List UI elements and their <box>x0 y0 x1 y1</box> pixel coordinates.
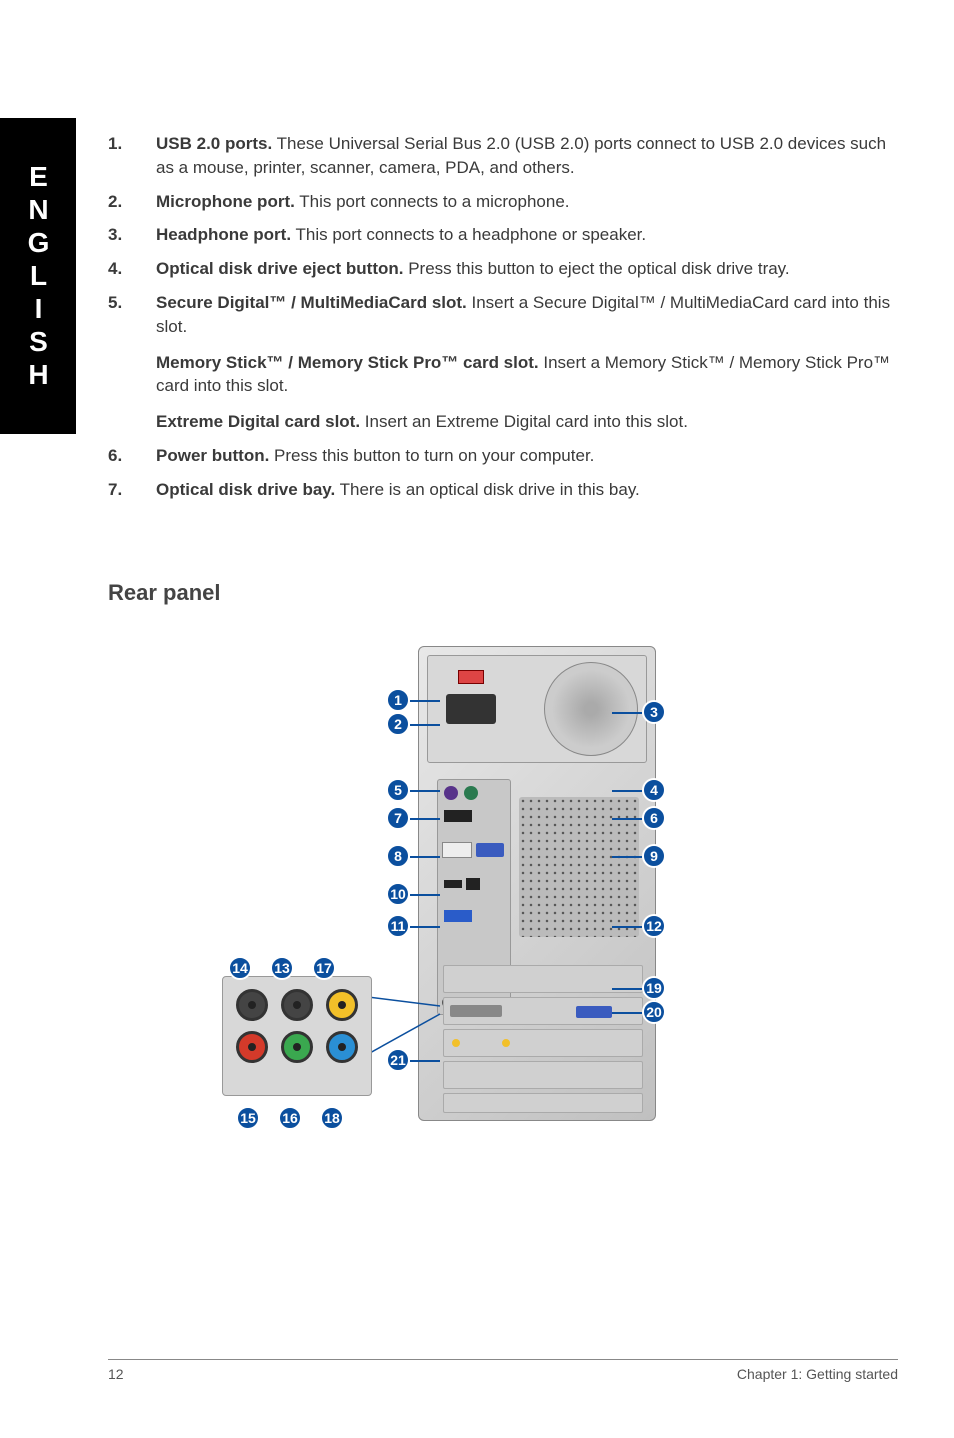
callout-7: 7 <box>386 806 410 830</box>
callout-19: 19 <box>642 976 666 1000</box>
list-item: 2. Microphone port. This port connects t… <box>108 190 898 214</box>
lead-line <box>612 1012 642 1014</box>
language-tab: ENGLISH <box>0 118 76 434</box>
rear-panel-heading: Rear panel <box>108 580 898 606</box>
callout-17: 17 <box>312 956 336 980</box>
lead-line <box>612 790 642 792</box>
rear-panel-diagram: 12 5 7 8 10 11 3 4 6 9 12 1920 14 13 17 15 16 18 21 <box>108 646 898 1186</box>
tower-chassis <box>418 646 656 1121</box>
callout-6: 6 <box>642 806 666 830</box>
lead-line <box>410 724 440 726</box>
callout-9: 9 <box>642 844 666 868</box>
callout-5: 5 <box>386 778 410 802</box>
page-footer: 12 Chapter 1: Getting started <box>108 1359 898 1382</box>
list-item: 5. Secure Digital™ / MultiMediaCard slot… <box>108 291 898 339</box>
expansion-slot-4 <box>443 1061 643 1089</box>
item-text: USB 2.0 ports. These Universal Serial Bu… <box>156 132 898 180</box>
dvi-port <box>442 842 472 858</box>
audio-jack-large <box>326 989 358 1021</box>
lead-line <box>410 1060 440 1062</box>
item-number: 2. <box>108 190 156 214</box>
lead-line <box>612 926 642 928</box>
voltage-switch <box>458 670 484 684</box>
callout-10: 10 <box>386 882 410 906</box>
dvi-card <box>450 1005 502 1017</box>
callout-21: 21 <box>386 1048 410 1072</box>
main-content: 1. USB 2.0 ports. These Universal Serial… <box>108 132 898 1186</box>
callout-13: 13 <box>270 956 294 980</box>
item-number: 1. <box>108 132 156 180</box>
expansion-slot-5 <box>443 1093 643 1113</box>
item-text: Optical disk drive bay. There is an opti… <box>156 478 898 502</box>
callout-18: 18 <box>320 1106 344 1130</box>
audio-in-icon <box>502 1039 510 1047</box>
audio-jack-large <box>236 989 268 1021</box>
list-item: 3. Headphone port. This port connects to… <box>108 223 898 247</box>
item-number: 6. <box>108 444 156 468</box>
audio-jack-large <box>236 1031 268 1063</box>
lead-line <box>612 856 642 858</box>
lan-port <box>466 878 480 890</box>
list-item: 7. Optical disk drive bay. There is an o… <box>108 478 898 502</box>
item-text: Power button. Press this button to turn … <box>156 444 898 468</box>
item-text: Microphone port. This port connects to a… <box>156 190 898 214</box>
ps2-mouse <box>464 786 478 800</box>
item-text: Secure Digital™ / MultiMediaCard slot. I… <box>156 291 898 339</box>
item-number: 4. <box>108 257 156 281</box>
callout-4: 4 <box>642 778 666 802</box>
lead-line <box>410 926 440 928</box>
callout-1: 1 <box>386 688 410 712</box>
callout-15: 15 <box>236 1106 260 1130</box>
item-number: 5. <box>108 291 156 339</box>
audio-jack-large <box>326 1031 358 1063</box>
audio-jack-large <box>281 1031 313 1063</box>
callout-12: 12 <box>642 914 666 938</box>
callout-14: 14 <box>228 956 252 980</box>
callout-11: 11 <box>386 914 410 938</box>
usb3-ports <box>444 910 472 922</box>
audio-out-icon <box>452 1039 460 1047</box>
lead-line <box>612 818 642 820</box>
lead-line <box>612 712 642 714</box>
hdmi-port <box>444 880 462 888</box>
callout-8: 8 <box>386 844 410 868</box>
vga-card <box>576 1006 612 1018</box>
lead-line <box>410 790 440 792</box>
usb2-ports <box>444 810 472 822</box>
psu <box>427 655 647 763</box>
expansion-slot-3 <box>443 1029 643 1057</box>
callout-2: 2 <box>386 712 410 736</box>
list-item: 6. Power button. Press this button to tu… <box>108 444 898 468</box>
vga-port <box>476 843 504 857</box>
audio-jack-large <box>281 989 313 1021</box>
list-item: 1. USB 2.0 ports. These Universal Serial… <box>108 132 898 180</box>
callout-16: 16 <box>278 1106 302 1130</box>
lead-line <box>410 818 440 820</box>
graphics-card-slot <box>443 997 643 1025</box>
language-label: ENGLISH <box>22 161 54 392</box>
lead-line <box>410 856 440 858</box>
lead-line <box>410 700 440 702</box>
item-number: 7. <box>108 478 156 502</box>
callout-3: 3 <box>642 700 666 724</box>
audio-panel-zoom <box>222 976 372 1096</box>
sub-item: Memory Stick™ / Memory Stick Pro™ card s… <box>156 351 898 399</box>
list-item: 4. Optical disk drive eject button. Pres… <box>108 257 898 281</box>
chapter-label: Chapter 1: Getting started <box>737 1366 898 1382</box>
sub-item: Extreme Digital card slot. Insert an Ext… <box>156 410 898 434</box>
ps2-keyboard <box>444 786 458 800</box>
callout-20: 20 <box>642 1000 666 1024</box>
lead-line <box>410 894 440 896</box>
item-number: 3. <box>108 223 156 247</box>
item-text: Headphone port. This port connects to a … <box>156 223 898 247</box>
power-socket <box>446 694 496 724</box>
item-text: Optical disk drive eject button. Press t… <box>156 257 898 281</box>
lead-line <box>612 988 642 990</box>
page-number: 12 <box>108 1366 124 1382</box>
psu-fan <box>544 662 638 756</box>
